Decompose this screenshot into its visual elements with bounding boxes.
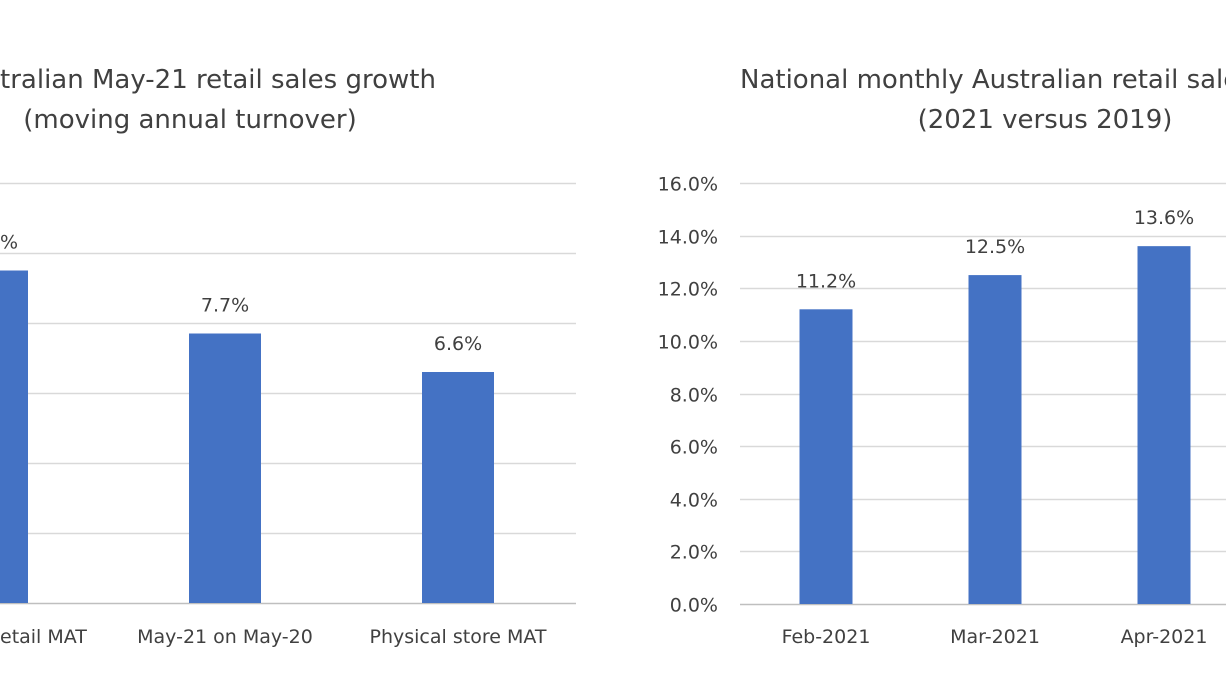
right-data-labels: 11.2% 12.5% 13.6% [796, 207, 1194, 292]
right-y-tick-label: 10.0% [658, 332, 718, 354]
right-y-tick-label: 6.0% [670, 437, 718, 459]
right-category-label: Mar-2021 [950, 626, 1040, 648]
chart-left-subtitle: (moving annual turnover) [23, 105, 357, 135]
chart-left: tralian May-21 retail sales growth (movi… [0, 65, 576, 648]
right-data-label: 12.5% [965, 236, 1025, 258]
right-y-tick-labels: 0.0% 2.0% 4.0% 6.0% 8.0% 10.0% 12.0% 14.0% 16.0% [658, 174, 718, 617]
chart-right-title: National monthly Australian retail sale [740, 65, 1226, 95]
chart-right: National monthly Australian retail sale … [658, 65, 1226, 648]
left-category-label: May-21 on May-20 [137, 626, 313, 648]
right-y-tick-label: 8.0% [670, 385, 718, 407]
chart-left-title: tralian May-21 retail sales growth [0, 65, 436, 95]
right-bars [799, 246, 1191, 604]
right-category-label: Feb-2021 [782, 626, 871, 648]
right-y-tick-label: 16.0% [658, 174, 718, 196]
right-bar [1137, 246, 1191, 604]
right-y-tick-label: 4.0% [670, 490, 718, 512]
left-gridlines [0, 182, 576, 605]
right-y-tick-label: 14.0% [658, 227, 718, 249]
right-y-tick-label: 2.0% [670, 542, 718, 564]
right-data-label: 11.2% [796, 270, 856, 292]
left-bars [0, 270, 494, 603]
left-data-label: 6.6% [434, 333, 482, 355]
left-bar [0, 270, 28, 603]
right-data-label: 13.6% [1134, 207, 1194, 229]
left-data-label: 7.7% [201, 295, 249, 317]
right-category-label: Apr-2021 [1121, 626, 1208, 648]
left-data-label: % [0, 232, 18, 254]
left-category-label: Physical store MAT [370, 626, 547, 648]
left-bar [189, 333, 261, 603]
left-data-labels: % 7.7% 6.6% [0, 232, 482, 356]
right-category-labels: Feb-2021 Mar-2021 Apr-2021 [782, 626, 1208, 648]
chart-right-subtitle: (2021 versus 2019) [918, 105, 1173, 135]
right-bar [799, 309, 853, 604]
right-y-tick-label: 12.0% [658, 279, 718, 301]
left-category-labels: etail MAT May-21 on May-20 Physical store … [0, 626, 547, 648]
right-y-tick-label: 0.0% [670, 595, 718, 617]
right-bar [968, 275, 1022, 604]
left-category-label: etail MAT [0, 626, 87, 648]
left-bar [422, 372, 494, 603]
